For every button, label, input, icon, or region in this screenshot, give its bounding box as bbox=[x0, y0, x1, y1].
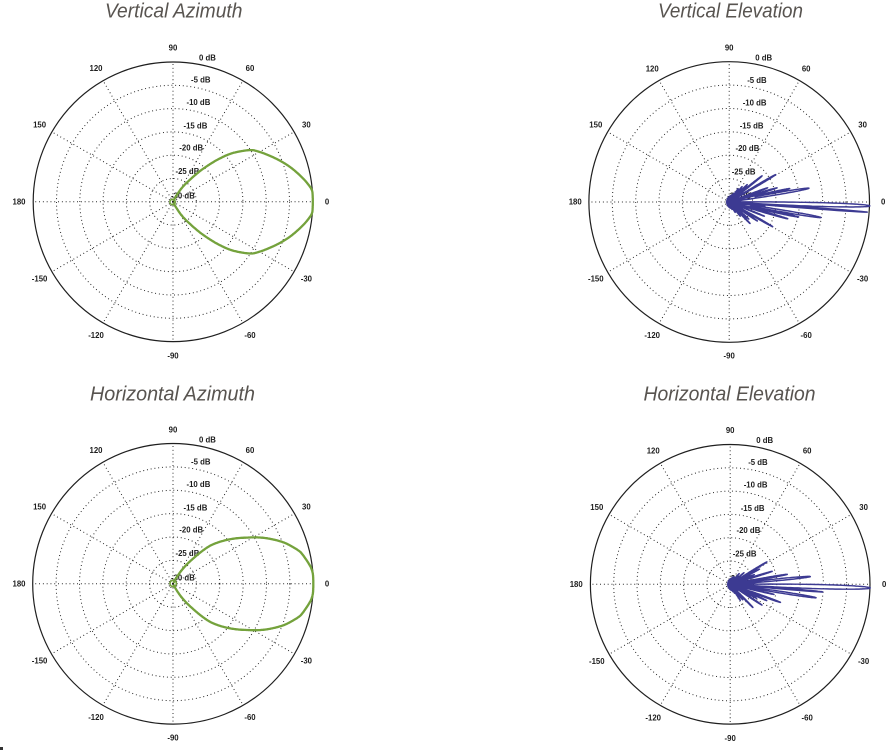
svg-text:180: 180 bbox=[570, 580, 584, 589]
svg-text:-25 dB: -25 dB bbox=[732, 167, 756, 176]
svg-text:-10 dB: -10 dB bbox=[187, 98, 211, 107]
svg-text:180: 180 bbox=[569, 198, 583, 207]
svg-text:-60: -60 bbox=[802, 713, 814, 722]
svg-text:-15 dB: -15 dB bbox=[740, 122, 764, 131]
svg-text:-60: -60 bbox=[801, 331, 813, 340]
svg-text:90: 90 bbox=[169, 426, 178, 435]
svg-text:-60: -60 bbox=[244, 331, 256, 340]
svg-text:90: 90 bbox=[169, 44, 178, 53]
svg-text:-5 dB: -5 dB bbox=[191, 458, 211, 467]
svg-text:150: 150 bbox=[33, 121, 47, 130]
svg-text:0 dB: 0 dB bbox=[199, 436, 216, 445]
svg-text:-25 dB: -25 dB bbox=[176, 167, 200, 176]
svg-text:-150: -150 bbox=[32, 275, 48, 284]
svg-text:Horizontal Azimuth: Horizontal Azimuth bbox=[90, 384, 255, 406]
svg-text:150: 150 bbox=[33, 503, 47, 512]
svg-text:90: 90 bbox=[725, 44, 734, 53]
svg-text:0: 0 bbox=[325, 580, 330, 589]
svg-text:-150: -150 bbox=[589, 657, 605, 666]
svg-text:60: 60 bbox=[803, 447, 812, 456]
svg-text:30: 30 bbox=[859, 503, 868, 512]
svg-text:-90: -90 bbox=[167, 734, 179, 743]
svg-text:150: 150 bbox=[589, 121, 603, 130]
svg-text:30: 30 bbox=[302, 503, 311, 512]
svg-text:-120: -120 bbox=[645, 713, 661, 722]
svg-text:-90: -90 bbox=[725, 734, 737, 743]
svg-text:0: 0 bbox=[881, 198, 886, 207]
svg-text:-30: -30 bbox=[301, 275, 313, 284]
svg-text:0 dB: 0 dB bbox=[199, 54, 216, 63]
svg-text:-20 dB: -20 dB bbox=[179, 526, 203, 535]
svg-text:-5 dB: -5 dB bbox=[191, 76, 211, 85]
svg-text:-25 dB: -25 dB bbox=[733, 550, 757, 559]
svg-text:-25 dB: -25 dB bbox=[176, 549, 200, 558]
svg-text:-30: -30 bbox=[301, 657, 313, 666]
svg-text:180: 180 bbox=[12, 198, 26, 207]
svg-text:-30: -30 bbox=[858, 657, 870, 666]
svg-text:120: 120 bbox=[89, 446, 103, 455]
svg-text:-120: -120 bbox=[88, 331, 104, 340]
svg-text:0 dB: 0 dB bbox=[755, 54, 772, 63]
svg-text:60: 60 bbox=[246, 446, 255, 455]
svg-text:Vertical Elevation: Vertical Elevation bbox=[658, 1, 803, 23]
svg-text:-5 dB: -5 dB bbox=[747, 76, 767, 85]
svg-text:-15 dB: -15 dB bbox=[184, 503, 208, 512]
svg-text:0 dB: 0 dB bbox=[756, 436, 773, 445]
svg-text:-150: -150 bbox=[588, 275, 604, 284]
svg-text:120: 120 bbox=[647, 447, 661, 456]
svg-text:90: 90 bbox=[726, 426, 735, 435]
svg-text:-150: -150 bbox=[32, 657, 48, 666]
svg-text:Vertical Azimuth: Vertical Azimuth bbox=[105, 1, 243, 23]
svg-text:-20 dB: -20 dB bbox=[179, 144, 203, 153]
svg-text:-20 dB: -20 dB bbox=[737, 526, 761, 535]
svg-text:-5 dB: -5 dB bbox=[748, 458, 768, 467]
svg-text:-30: -30 bbox=[857, 275, 869, 284]
svg-text:-10 dB: -10 dB bbox=[187, 480, 211, 489]
svg-text:150: 150 bbox=[590, 503, 604, 512]
svg-text:0: 0 bbox=[882, 580, 887, 589]
svg-text:-10 dB: -10 dB bbox=[743, 98, 767, 107]
svg-text:0: 0 bbox=[325, 198, 330, 207]
svg-text:120: 120 bbox=[646, 64, 660, 73]
svg-text:Horizontal Elevation: Horizontal Elevation bbox=[644, 384, 816, 406]
svg-text:-15 dB: -15 dB bbox=[184, 121, 208, 130]
svg-text:-120: -120 bbox=[88, 713, 104, 722]
svg-text:120: 120 bbox=[89, 64, 103, 73]
svg-text:-60: -60 bbox=[244, 713, 256, 722]
svg-text:60: 60 bbox=[802, 64, 811, 73]
svg-text:-120: -120 bbox=[644, 331, 660, 340]
svg-text:60: 60 bbox=[246, 64, 255, 73]
svg-text:-90: -90 bbox=[167, 352, 179, 361]
svg-text:-15 dB: -15 dB bbox=[741, 504, 765, 513]
svg-text:-90: -90 bbox=[724, 352, 736, 361]
svg-text:-30 dB: -30 dB bbox=[171, 192, 195, 201]
svg-text:-10 dB: -10 dB bbox=[744, 481, 768, 490]
svg-text:180: 180 bbox=[12, 580, 26, 589]
svg-text:-30 dB: -30 dB bbox=[171, 574, 195, 583]
svg-text:-20 dB: -20 dB bbox=[736, 144, 760, 153]
svg-text:30: 30 bbox=[302, 121, 311, 130]
svg-text:30: 30 bbox=[858, 121, 867, 130]
